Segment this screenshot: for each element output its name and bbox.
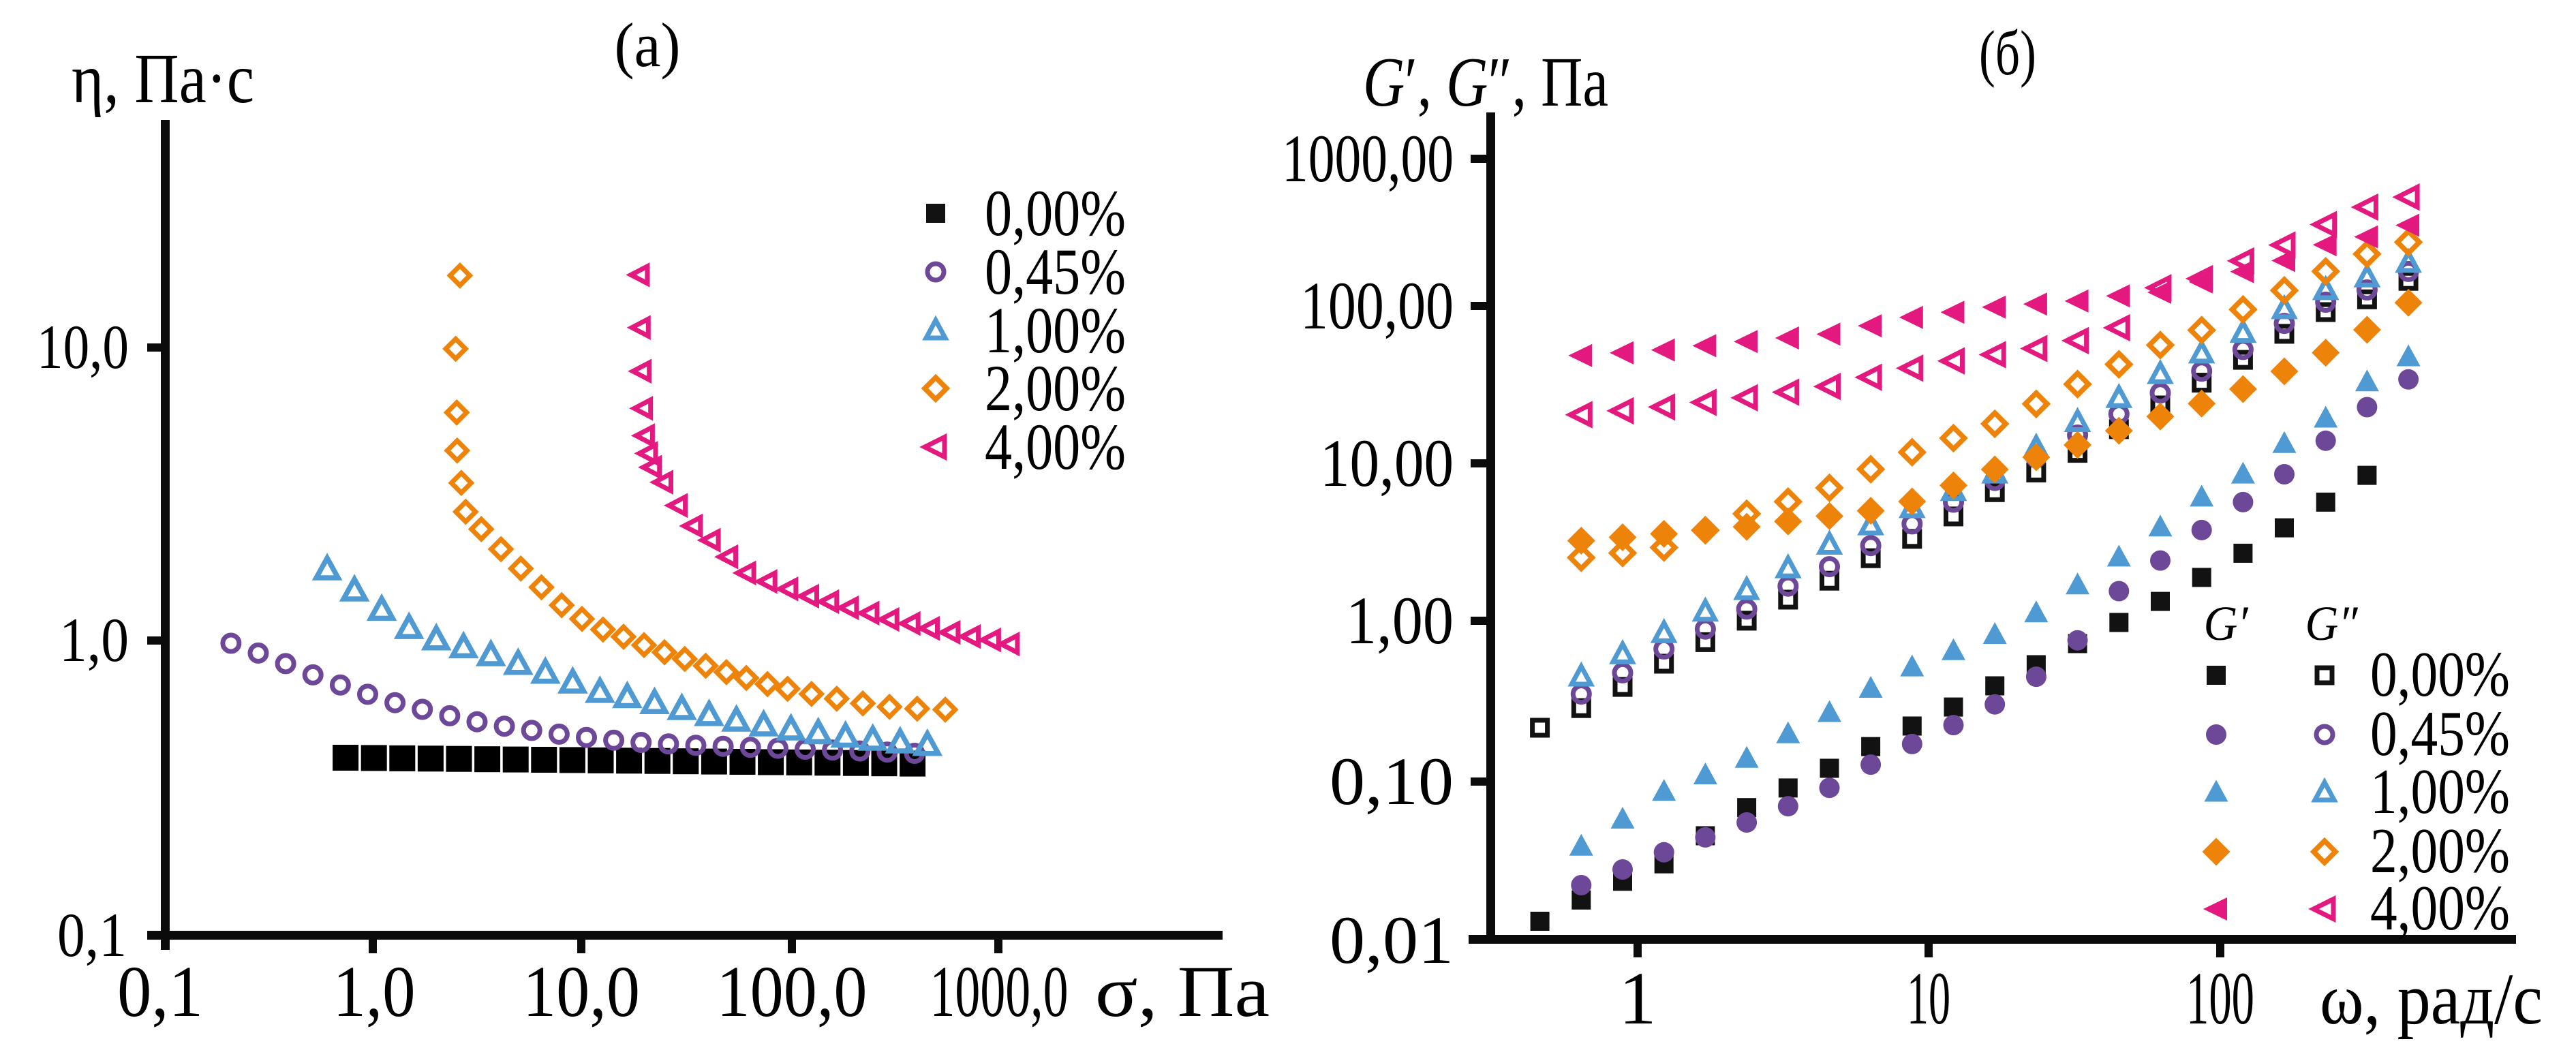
svg-text:ω, рад/с: ω, рад/с xyxy=(2320,959,2543,1040)
svg-text:0,1: 0,1 xyxy=(57,900,127,970)
svg-text:1,00%: 1,00% xyxy=(985,294,1126,367)
svg-text:2,00%: 2,00% xyxy=(2370,816,2510,887)
svg-text:10,00: 10,00 xyxy=(1320,425,1454,501)
svg-text:1: 1 xyxy=(1619,957,1657,1040)
svg-text:1,0: 1,0 xyxy=(333,952,416,1032)
svg-text:η, Па·с: η, Па·с xyxy=(72,40,254,118)
svg-text:σ, Па: σ, Па xyxy=(1095,952,1270,1032)
svg-text:(б): (б) xyxy=(1979,18,2036,89)
svg-text:10,0: 10,0 xyxy=(523,952,640,1032)
svg-text:G′: G′ xyxy=(2204,596,2249,651)
svg-text:1,00%: 1,00% xyxy=(2370,756,2510,827)
svg-text:0,45%: 0,45% xyxy=(2370,698,2510,769)
svg-text:100: 100 xyxy=(2186,957,2254,1040)
svg-text:10: 10 xyxy=(1907,957,1950,1040)
svg-text:0,00%: 0,00% xyxy=(2370,639,2510,710)
svg-text:100,00: 100,00 xyxy=(1300,268,1454,343)
svg-text:1,00: 1,00 xyxy=(1346,583,1454,658)
svg-text:2,00%: 2,00% xyxy=(985,352,1126,425)
svg-text:(a): (a) xyxy=(615,10,681,80)
svg-text:1,0: 1,0 xyxy=(59,605,129,675)
svg-text:4,00%: 4,00% xyxy=(2370,873,2510,944)
svg-text:0,00%: 0,00% xyxy=(985,176,1126,249)
svg-text:G″: G″ xyxy=(2305,596,2359,651)
svg-text:1000,00: 1000,00 xyxy=(1282,121,1454,196)
svg-text:0,1: 0,1 xyxy=(117,952,203,1032)
svg-text:0,01: 0,01 xyxy=(1330,902,1454,978)
svg-text:10,0: 10,0 xyxy=(37,312,129,382)
svg-text:0,10: 0,10 xyxy=(1330,743,1454,819)
svg-text:1000,0: 1000,0 xyxy=(930,952,1069,1032)
svg-text:4,00%: 4,00% xyxy=(985,410,1126,483)
svg-text:100,0: 100,0 xyxy=(717,952,868,1032)
svg-text:0,45%: 0,45% xyxy=(985,235,1126,308)
svg-text:G′, G″, Па: G′, G″, Па xyxy=(1363,43,1608,121)
